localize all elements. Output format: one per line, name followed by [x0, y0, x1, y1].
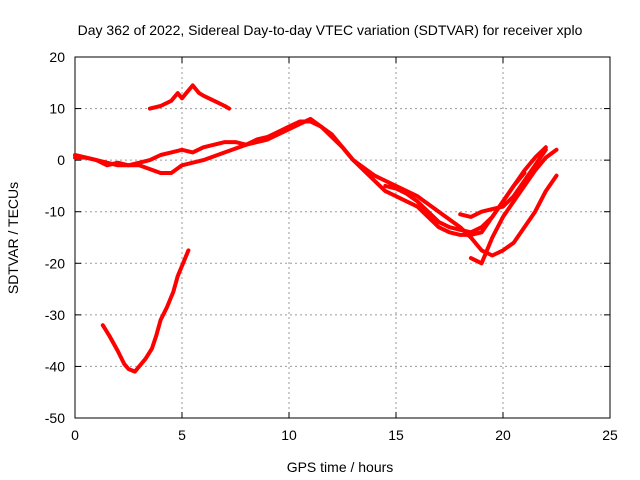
series-line-arc-g	[383, 171, 527, 235]
series-line-arc-c	[147, 83, 232, 111]
x-tick-label: 15	[388, 427, 404, 443]
series-line-arc-d	[100, 248, 191, 374]
x-tick-label: 25	[602, 427, 618, 443]
y-tick-label: -10	[45, 204, 65, 220]
y-tick-label: 20	[49, 49, 65, 65]
plot-frame	[74, 56, 611, 419]
x-tick-label: 5	[178, 427, 186, 443]
x-tick-label: 20	[495, 427, 511, 443]
y-tick-label: -50	[45, 410, 65, 426]
grid-lines	[75, 57, 610, 418]
series-line-arc-f	[468, 147, 559, 266]
series-group	[73, 83, 559, 374]
series-line-arc-e	[458, 147, 548, 219]
x-axis-label: GPS time / hours	[287, 459, 394, 475]
axis-ticks: 0 5 10 15 20 25 -50 -40 -30 -20 -10 0 10 20	[45, 49, 618, 443]
x-tick-label: 0	[71, 427, 79, 443]
y-tick-label: -40	[45, 358, 65, 374]
series-line-arc-a	[73, 119, 548, 237]
y-tick-label: -20	[45, 255, 65, 271]
y-tick-label: 10	[49, 101, 65, 117]
y-tick-label: 0	[57, 152, 65, 168]
y-axis-label: SDTVAR / TECUs	[5, 182, 21, 294]
series-line-arc-b	[73, 116, 559, 258]
chart-title: Day 362 of 2022, Sidereal Day-to-day VTE…	[78, 22, 583, 38]
y-tick-label: -30	[45, 307, 65, 323]
x-tick-label: 10	[281, 427, 297, 443]
